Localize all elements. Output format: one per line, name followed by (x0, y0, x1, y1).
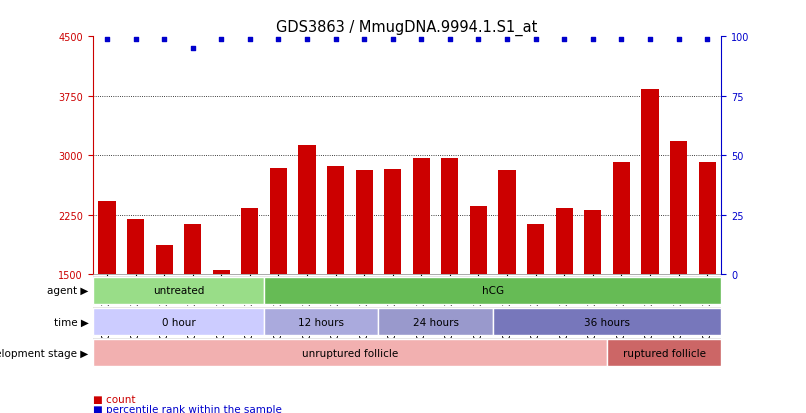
Bar (384, 169, 401, 393)
FancyBboxPatch shape (93, 309, 264, 335)
Title: GDS3863 / MmugDNA.9994.1.S1_at: GDS3863 / MmugDNA.9994.1.S1_at (276, 20, 538, 36)
Bar (470, 206, 487, 393)
FancyBboxPatch shape (264, 309, 379, 335)
Text: ruptured follicle: ruptured follicle (623, 348, 706, 358)
Bar (670, 142, 687, 393)
Text: unruptured follicle: unruptured follicle (301, 348, 398, 358)
Text: ■ percentile rank within the sample: ■ percentile rank within the sample (93, 404, 281, 413)
Point (586, 37, 599, 44)
Text: 12 hours: 12 hours (298, 317, 344, 327)
Point (700, 37, 713, 44)
Bar (555, 208, 573, 393)
Text: untreated: untreated (152, 286, 204, 296)
Bar (613, 163, 630, 393)
Bar (442, 159, 459, 393)
FancyBboxPatch shape (93, 339, 607, 366)
Bar (298, 146, 316, 393)
Point (558, 37, 571, 44)
Point (272, 37, 285, 44)
FancyBboxPatch shape (264, 278, 721, 304)
FancyBboxPatch shape (607, 339, 721, 366)
Text: time ▶: time ▶ (54, 317, 89, 327)
Bar (642, 90, 659, 393)
Bar (213, 270, 230, 393)
Point (129, 37, 142, 44)
Point (530, 37, 542, 44)
FancyBboxPatch shape (93, 278, 264, 304)
Bar (127, 219, 144, 393)
Point (386, 37, 399, 44)
Bar (413, 159, 430, 393)
FancyBboxPatch shape (379, 309, 492, 335)
Text: ■ count: ■ count (93, 394, 135, 404)
Point (358, 37, 371, 44)
Point (415, 37, 428, 44)
Point (329, 37, 342, 44)
Point (643, 37, 656, 44)
Bar (327, 166, 344, 393)
FancyBboxPatch shape (492, 309, 721, 335)
Text: 24 hours: 24 hours (413, 317, 459, 327)
Bar (184, 225, 202, 393)
Bar (156, 245, 172, 393)
Text: hCG: hCG (482, 286, 504, 296)
Bar (98, 202, 115, 393)
Point (443, 37, 456, 44)
Point (472, 37, 485, 44)
Point (672, 37, 685, 44)
Bar (527, 225, 544, 393)
Bar (498, 171, 516, 393)
Point (158, 37, 171, 44)
Point (615, 37, 628, 44)
Bar (241, 208, 259, 393)
Point (101, 37, 114, 44)
Point (243, 37, 256, 44)
Bar (270, 169, 287, 393)
Bar (699, 162, 716, 393)
Bar (584, 211, 601, 393)
Text: 36 hours: 36 hours (584, 317, 630, 327)
Point (186, 46, 199, 52)
Text: 0 hour: 0 hour (161, 317, 195, 327)
Point (301, 37, 314, 44)
Bar (355, 170, 372, 393)
Point (501, 37, 513, 44)
Text: agent ▶: agent ▶ (48, 286, 89, 296)
Point (215, 37, 228, 44)
Text: development stage ▶: development stage ▶ (0, 348, 89, 358)
